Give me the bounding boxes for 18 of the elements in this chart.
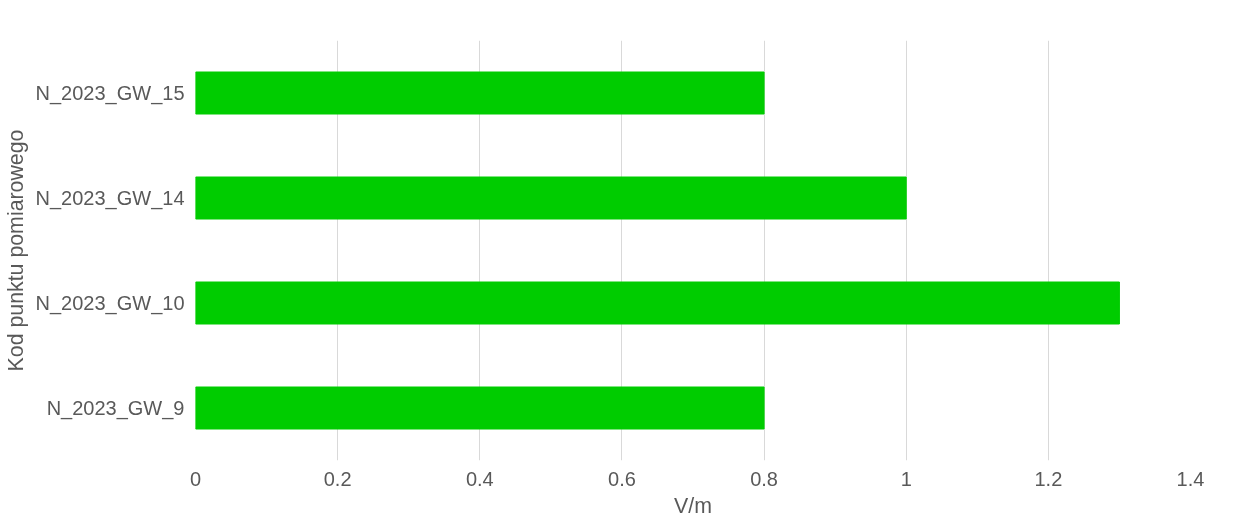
y-axis-title: Kod punktu pomiarowego: [3, 129, 28, 372]
y-tick-label: N_2023_GW_10: [35, 292, 185, 315]
x-tick-label: 0: [189, 467, 202, 490]
x-tick-label: 0.4: [465, 467, 494, 490]
y-tick-label: N_2023_GW_15: [35, 82, 185, 105]
y-tick-label: N_2023_GW_14: [35, 187, 185, 210]
bar: [195, 71, 765, 115]
x-tick-label: 1.4: [1176, 467, 1205, 490]
y-tick-label: N_2023_GW_9: [46, 397, 185, 420]
bar: [195, 386, 765, 430]
bar: [195, 176, 907, 220]
x-tick-label: 0.2: [323, 467, 352, 490]
x-tick-label: 0.8: [750, 467, 778, 490]
x-tick-label: 1: [900, 467, 912, 490]
x-axis-title: V/m: [674, 493, 712, 518]
x-tick-label: 1.2: [1034, 467, 1063, 490]
bar: [195, 281, 1120, 325]
x-tick-label: 0.6: [608, 467, 636, 490]
